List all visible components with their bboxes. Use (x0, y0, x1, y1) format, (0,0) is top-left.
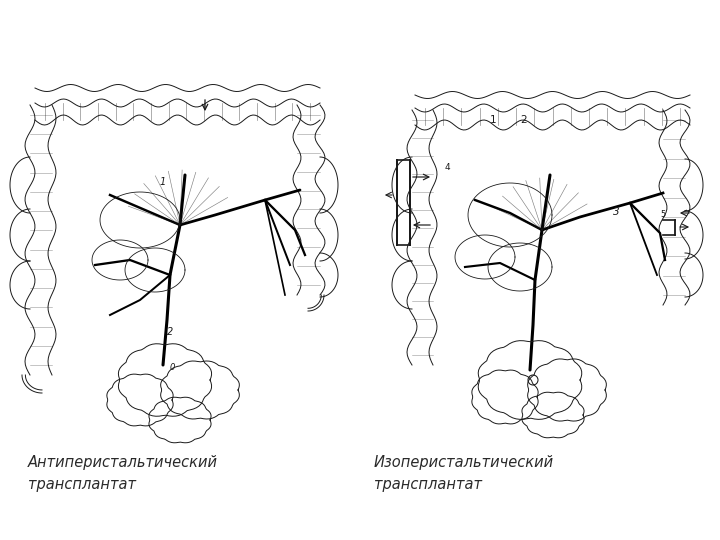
Text: трансплантат: трансплантат (28, 477, 136, 492)
Text: 3: 3 (613, 207, 620, 217)
Text: 2: 2 (167, 327, 174, 337)
Text: трансплантат: трансплантат (374, 477, 482, 492)
Text: 0: 0 (170, 363, 176, 372)
Text: 1: 1 (490, 115, 497, 125)
Text: Антиперистальтический: Антиперистальтический (28, 455, 218, 470)
Text: 2: 2 (520, 115, 526, 125)
Text: 4: 4 (445, 163, 451, 172)
Text: 1: 1 (160, 177, 166, 187)
Text: 5: 5 (660, 210, 665, 219)
Text: Изоперистальтический: Изоперистальтический (374, 455, 554, 470)
